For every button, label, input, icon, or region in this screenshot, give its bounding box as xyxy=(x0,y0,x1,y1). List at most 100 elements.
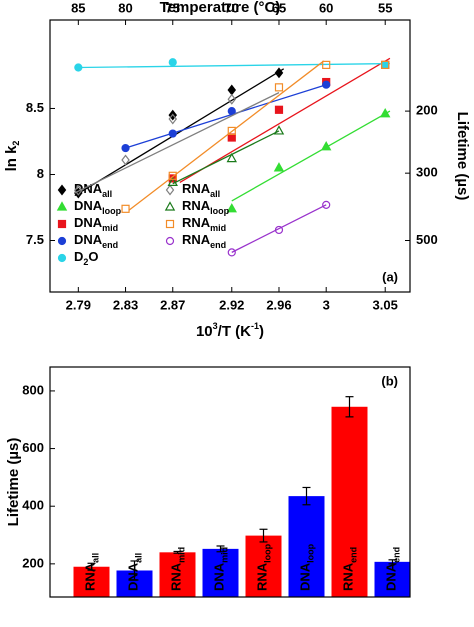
data-point xyxy=(74,184,83,196)
legend-label-part: loop xyxy=(210,206,229,216)
bar-label: RNAall xyxy=(83,553,101,591)
data-point xyxy=(274,83,284,92)
annotation: (a) xyxy=(382,269,398,284)
y2-axis-title: Lifetime (µs) xyxy=(454,112,471,201)
x-tick-label: 3.05 xyxy=(373,297,398,312)
error-bar xyxy=(130,560,139,581)
x2-tick-label: 60 xyxy=(319,0,333,15)
data-point xyxy=(379,108,391,118)
legend-label: RNAend xyxy=(182,232,226,250)
data-point xyxy=(227,126,236,136)
x2-tick-label: 80 xyxy=(118,0,132,15)
x-axis-title-part: 10 xyxy=(196,323,213,340)
bar xyxy=(331,406,368,597)
error-bar xyxy=(173,550,182,554)
y-tick-label: 8.5 xyxy=(26,100,44,115)
bar-label: RNAend xyxy=(341,547,359,591)
y-axis-title-part: 2 xyxy=(11,141,21,146)
legend-label-part: DNA xyxy=(74,232,103,247)
bar-label-part: loop xyxy=(306,543,316,562)
bar-label-part: loop xyxy=(263,543,273,562)
bar-label-part: all xyxy=(91,553,101,563)
data-point xyxy=(322,60,331,69)
y-tick-label: 600 xyxy=(22,440,44,455)
bar-label-part: RNA xyxy=(255,562,270,591)
legend-label: DNAloop xyxy=(74,198,122,216)
x-axis-title: 103/T (K-1) xyxy=(196,321,264,340)
legend-label: DNAmid xyxy=(74,215,118,233)
x-axis-title-part: ) xyxy=(259,323,264,340)
data-point xyxy=(273,125,285,135)
legend-marker xyxy=(165,184,175,196)
data-point xyxy=(320,141,332,151)
bar-label: DNAloop xyxy=(298,543,316,591)
legend-label-part: DNA xyxy=(74,198,103,213)
x2-axis-title: Temperature (°C) xyxy=(160,0,281,16)
legend-label: RNAmid xyxy=(182,215,226,233)
y-axis-title: ln k2 xyxy=(3,141,21,172)
data-point xyxy=(273,162,285,172)
x-axis-title-part: 3 xyxy=(213,321,218,331)
bar xyxy=(159,552,196,597)
annotation: (b) xyxy=(381,373,398,388)
data-point xyxy=(274,67,284,79)
legend-label-part: RNA xyxy=(182,232,211,247)
data-point xyxy=(381,60,390,69)
legend-label: RNAall xyxy=(182,181,220,199)
y-axis-title: Lifetime (µs) xyxy=(5,438,22,527)
bar xyxy=(245,535,282,597)
fit-line xyxy=(125,84,327,149)
fit-line xyxy=(179,57,391,183)
legend-label: DNAall xyxy=(74,181,112,199)
data-point xyxy=(274,105,284,114)
x-tick-label: 3 xyxy=(323,297,330,312)
legend-label: DNAend xyxy=(74,232,118,250)
legend-label-part: all xyxy=(210,189,220,199)
fit-line xyxy=(74,68,285,197)
y-tick-label: 800 xyxy=(22,382,44,397)
x2-tick-label: 70 xyxy=(225,0,239,15)
legend-label-part: 2 xyxy=(83,257,88,267)
bar xyxy=(288,496,325,597)
legend-label-part: RNA xyxy=(182,198,211,213)
legend-marker xyxy=(164,201,176,211)
x-axis-title-part: -1 xyxy=(251,321,259,331)
data-point xyxy=(226,152,237,163)
bar-label-part: end xyxy=(392,547,402,563)
data-point xyxy=(168,58,177,67)
x-tick-label: 2.79 xyxy=(66,297,91,312)
bar-label: DNAall xyxy=(126,553,144,591)
data-point xyxy=(322,80,331,89)
legend-marker xyxy=(57,184,67,196)
x-tick-label: 2.87 xyxy=(160,297,185,312)
error-bar xyxy=(216,545,225,553)
x2-tick-label: 85 xyxy=(71,0,85,15)
bar-label-part: DNA xyxy=(384,562,399,591)
x-tick-label: 2.96 xyxy=(266,297,291,312)
fit-line xyxy=(231,204,327,253)
legend-label-part: RNA xyxy=(182,181,211,196)
y-tick-label: 7.5 xyxy=(26,232,44,247)
bar-label-part: DNA xyxy=(298,562,313,591)
data-point xyxy=(168,171,177,180)
bar-label: DNAmid xyxy=(212,547,230,591)
fit-line xyxy=(231,110,391,202)
fit-line xyxy=(172,130,280,185)
bar-label-part: mid xyxy=(177,547,187,563)
legend-label-part: D xyxy=(74,249,83,264)
bar-label-part: RNA xyxy=(83,562,98,591)
legend-label-part: all xyxy=(102,189,112,199)
data-point xyxy=(274,225,284,235)
y-axis-title-part: ln k xyxy=(3,145,20,171)
x-tick-label: 2.83 xyxy=(113,297,138,312)
legend-label-part: O xyxy=(88,249,98,264)
y2-tick-label: 200 xyxy=(416,103,438,118)
x2-tick-label: 65 xyxy=(272,0,286,15)
plot-frame xyxy=(49,366,411,598)
error-bar xyxy=(345,396,354,418)
bar-label-part: mid xyxy=(220,547,230,563)
legend-marker xyxy=(57,219,67,229)
bar xyxy=(202,548,239,597)
data-point xyxy=(168,113,178,125)
legend-label-part: mid xyxy=(102,223,118,233)
